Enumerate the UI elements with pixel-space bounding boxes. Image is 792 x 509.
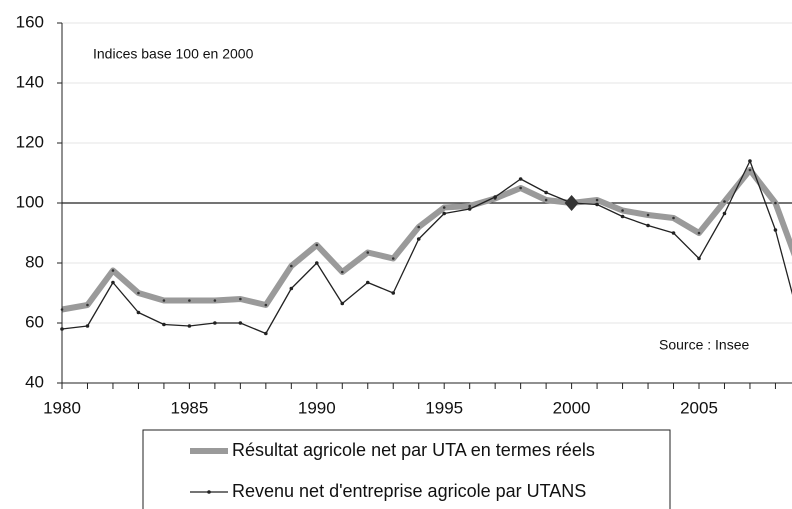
point xyxy=(468,204,471,208)
point xyxy=(620,214,625,219)
point xyxy=(340,270,344,274)
point xyxy=(595,202,599,207)
point xyxy=(137,291,140,295)
point xyxy=(442,211,446,216)
legend-dot xyxy=(207,490,211,494)
point xyxy=(365,280,370,285)
point xyxy=(773,228,778,232)
highlight-marker xyxy=(564,195,579,211)
point xyxy=(290,264,293,268)
point xyxy=(442,206,446,209)
point xyxy=(672,216,675,220)
point xyxy=(722,211,727,216)
point xyxy=(264,331,268,336)
x-tick-label: 1985 xyxy=(170,398,208,417)
point xyxy=(239,297,242,301)
point xyxy=(264,303,268,307)
point xyxy=(314,261,319,265)
point xyxy=(518,177,523,181)
y-tick-label: 80 xyxy=(25,252,44,271)
point xyxy=(467,207,472,211)
point xyxy=(162,322,166,327)
y-tick-label: 60 xyxy=(25,312,44,331)
legend-box xyxy=(142,429,671,509)
point xyxy=(723,200,726,203)
point xyxy=(416,237,421,241)
point xyxy=(391,257,395,260)
point xyxy=(162,299,166,302)
legend-label: Résultat agricole net par UTA en termes … xyxy=(232,440,595,460)
point xyxy=(748,159,752,163)
annotation: Indices base 100 en 2000 xyxy=(93,46,254,62)
point xyxy=(748,168,752,172)
x-tick-label: 2000 xyxy=(553,398,591,417)
x-tick-label: 1980 xyxy=(43,398,81,417)
series-line xyxy=(61,167,792,313)
point xyxy=(188,299,191,302)
point xyxy=(671,231,676,235)
point xyxy=(544,190,548,195)
point xyxy=(85,324,90,328)
y-tick-label: 100 xyxy=(16,192,44,211)
point xyxy=(213,321,217,325)
point xyxy=(417,225,421,229)
y-tick-label: 140 xyxy=(16,72,44,91)
x-tick-label: 1995 xyxy=(425,398,463,417)
point xyxy=(213,299,217,302)
point xyxy=(366,251,370,254)
point xyxy=(238,321,243,325)
point xyxy=(595,198,599,202)
point xyxy=(315,243,319,247)
point xyxy=(646,213,650,217)
point xyxy=(519,186,522,190)
point xyxy=(86,303,89,307)
point xyxy=(111,269,115,272)
y-tick-label: 40 xyxy=(25,372,44,391)
plot-area xyxy=(60,22,792,384)
point xyxy=(544,198,548,202)
legend-label: Revenu net d'entreprise agricole par UTA… xyxy=(232,481,586,501)
point xyxy=(391,291,396,295)
annotation: Source : Insee xyxy=(659,337,749,353)
y-tick-label: 120 xyxy=(16,132,44,151)
point xyxy=(774,201,777,205)
x-tick-label: 1990 xyxy=(298,398,336,417)
y-tick-label: 160 xyxy=(16,12,44,31)
point xyxy=(493,195,497,199)
point xyxy=(646,223,650,228)
series-line xyxy=(61,160,792,335)
point xyxy=(340,301,345,306)
point xyxy=(621,209,624,212)
point xyxy=(697,231,701,235)
point xyxy=(187,324,192,328)
x-tick-label: 2005 xyxy=(680,398,718,417)
point xyxy=(697,256,701,261)
point xyxy=(111,280,115,285)
point xyxy=(289,286,294,291)
point xyxy=(136,310,141,315)
